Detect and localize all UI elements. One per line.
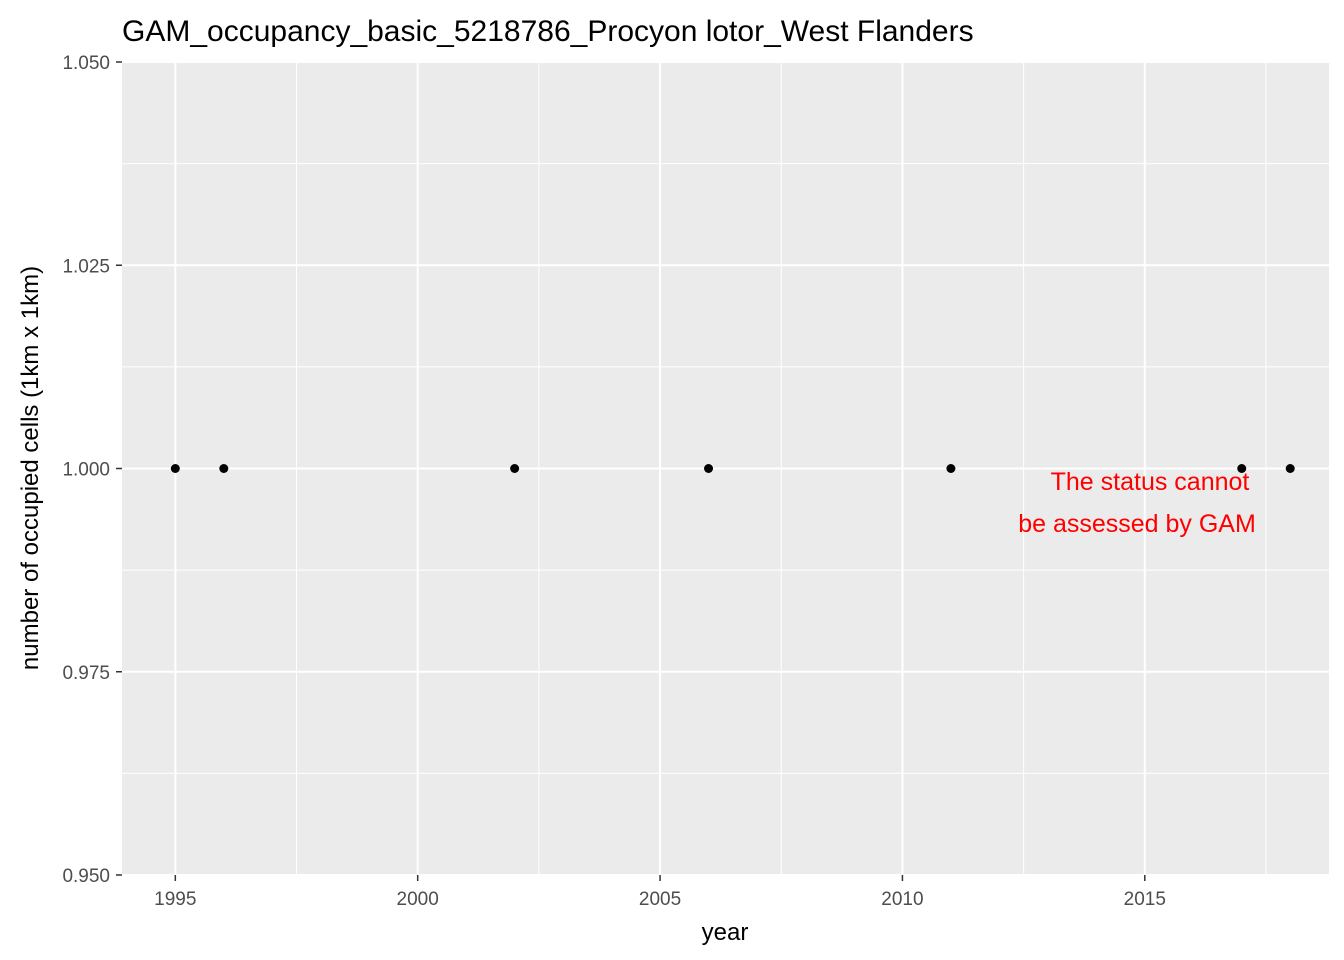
y-axis-title: number of occupied cells (1km x 1km) — [17, 266, 44, 670]
data-point — [704, 464, 714, 473]
x-tick-label: 2015 — [1124, 889, 1166, 910]
data-point — [946, 464, 956, 473]
data-point — [219, 464, 229, 473]
x-tick-label: 2010 — [881, 889, 923, 910]
x-tick-label: 1995 — [154, 889, 196, 910]
y-tick-label: 1.050 — [62, 53, 110, 74]
chart-title: GAM_occupancy_basic_5218786_Procyon loto… — [122, 15, 974, 48]
y-tick-label: 0.950 — [62, 866, 110, 887]
y-tick-label: 0.975 — [62, 663, 110, 684]
data-point — [1237, 464, 1247, 473]
status-annotation: The status cannot be assessed by GAM — [1018, 468, 1256, 538]
x-axis: 1995 2000 2005 2010 2015 — [154, 875, 1166, 910]
x-axis-title: year — [702, 919, 749, 946]
y-axis: 0.950 0.975 1.000 1.025 1.050 — [62, 53, 122, 887]
data-points — [170, 464, 1295, 473]
data-point — [1285, 464, 1295, 473]
annotation-line-2: be assessed by GAM — [1018, 510, 1256, 538]
data-point — [170, 464, 180, 473]
y-tick-label: 1.000 — [62, 460, 110, 481]
x-tick-label: 2005 — [639, 889, 681, 910]
data-point — [510, 464, 520, 473]
annotation-line-1: The status cannot — [1051, 468, 1250, 496]
y-tick-label: 1.025 — [62, 256, 110, 277]
x-tick-label: 2000 — [397, 889, 439, 910]
